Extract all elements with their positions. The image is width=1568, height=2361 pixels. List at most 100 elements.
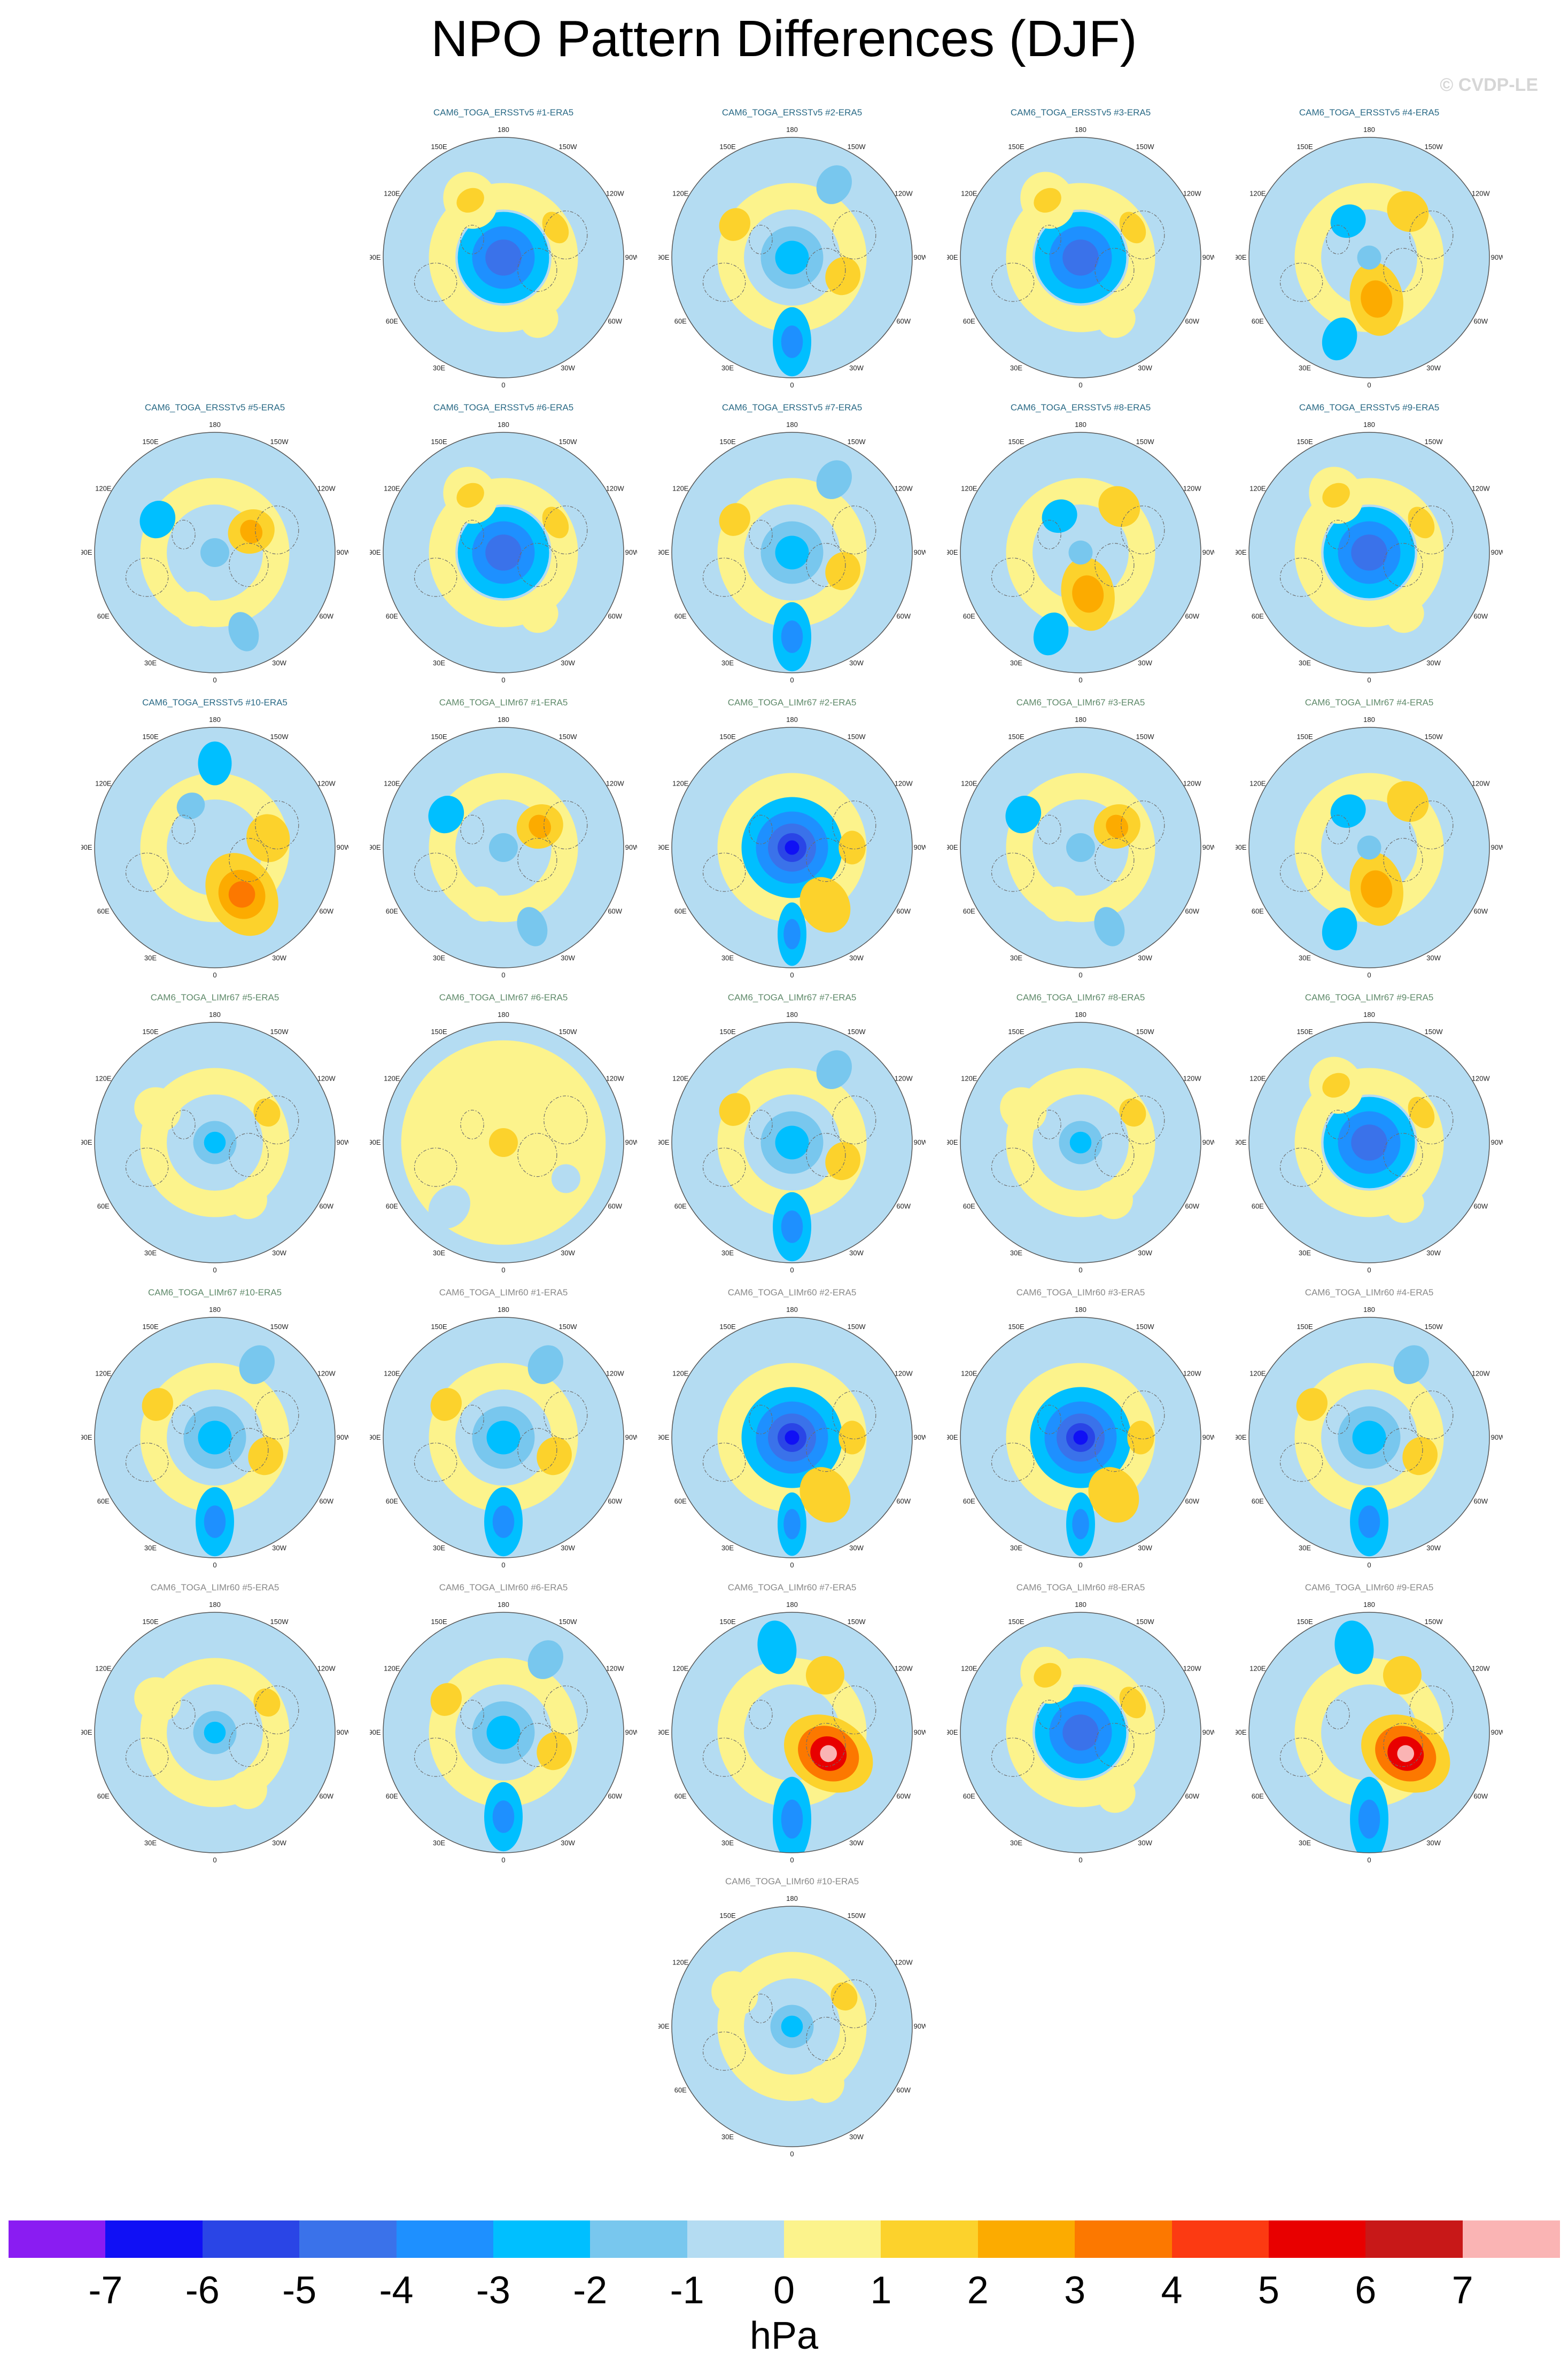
meridian-label: 150E — [142, 733, 159, 741]
meridian-label: 60W — [896, 907, 911, 915]
contour-blob — [1330, 204, 1366, 238]
contour-blob — [200, 538, 229, 567]
colorbar-box — [493, 2220, 591, 2258]
meridian-label: 120W — [1183, 190, 1202, 198]
coastline — [1409, 211, 1454, 260]
coastline — [749, 1993, 773, 2023]
map-border — [383, 432, 624, 673]
contour-blob — [240, 519, 263, 543]
colorbar-box — [784, 2220, 881, 2258]
coastline — [702, 262, 746, 302]
meridian-label: 120W — [1472, 1370, 1491, 1378]
contour-blob — [1005, 795, 1042, 834]
coastline — [229, 838, 269, 882]
map-border — [671, 1612, 913, 1853]
colorbar-box — [202, 2220, 300, 2258]
contour-blob — [198, 1420, 232, 1455]
meridian-label: 60W — [608, 907, 622, 915]
meridian-label: 60E — [97, 1792, 110, 1800]
contour-blob — [1069, 1131, 1092, 1154]
map-panel: CAM6_TOGA_LIMr60 #4-ERA5 180 150E 120E 90E 60… — [1236, 1287, 1503, 1575]
meridian-label: 150W — [1425, 143, 1443, 151]
meridian-label: 60E — [386, 907, 398, 915]
meridian-label: 150E — [719, 1028, 736, 1036]
meridian-label: 150E — [1008, 1323, 1024, 1331]
coastline — [544, 211, 588, 260]
coastline — [517, 1723, 557, 1767]
panel-title: CAM6_TOGA_ERSSTv5 #7-ERA5 — [721, 402, 863, 413]
meridian-label: 30W — [1138, 1249, 1152, 1257]
panel-title: CAM6_TOGA_LIMr60 #9-ERA5 — [1305, 1582, 1434, 1593]
meridian-label: 0 — [501, 381, 505, 389]
polar-map: 180 150E 120E 90E 60E 30E 0 30W 60W 90W 120W 150W — [658, 1306, 926, 1569]
contour-blob — [1088, 1467, 1139, 1523]
meridian-label: 150E — [1297, 438, 1313, 446]
colorbar-tick-label: -3 — [476, 2269, 510, 2312]
meridian-label: 30W — [1426, 954, 1441, 962]
meridian-label: 90E — [81, 1138, 92, 1146]
meridian-label: 120E — [1249, 1665, 1266, 1673]
panel-title: CAM6_TOGA_LIMr67 #5-ERA5 — [150, 992, 280, 1003]
contour-blob — [1358, 1505, 1380, 1538]
meridian-label: 150W — [848, 1912, 866, 1920]
meridian-label: 120E — [1249, 1370, 1266, 1378]
meridian-label: 30W — [1138, 954, 1152, 962]
meridian-label: 150W — [270, 1618, 289, 1626]
coastline — [229, 1428, 269, 1472]
map-border — [960, 1612, 1201, 1853]
meridian-label: 180 — [1363, 1306, 1375, 1314]
polar-map: 180 150E 120E 90E 60E 30E 0 30W 60W 90W 120W 150W — [658, 1601, 926, 1864]
meridian-label: 90W — [914, 1728, 926, 1736]
meridian-label: 90W — [1491, 843, 1503, 851]
map-border — [671, 137, 913, 378]
meridian-label: 60E — [963, 1497, 975, 1505]
contour-blob — [456, 188, 484, 213]
meridian-label: 180 — [1363, 716, 1375, 724]
meridian-label: 90W — [914, 253, 926, 261]
meridian-label: 90W — [625, 1138, 637, 1146]
contour-blob — [1098, 486, 1140, 527]
meridian-label: 60W — [896, 612, 911, 620]
map-border — [383, 727, 624, 968]
meridian-label: 30E — [1010, 1839, 1022, 1847]
contour-blob — [1361, 870, 1393, 908]
meridian-label: 120W — [1472, 1665, 1491, 1673]
meridian-label: 120E — [961, 780, 977, 788]
coastline — [255, 506, 299, 555]
meridian-label: 120E — [672, 1665, 689, 1673]
meridian-label: 150W — [848, 1618, 866, 1626]
meridian-label: 30W — [561, 954, 575, 962]
meridian-label: 90W — [337, 1138, 348, 1146]
contour-blob — [176, 793, 205, 820]
meridian-label: 30E — [1010, 364, 1022, 372]
coastline — [806, 1723, 846, 1767]
meridian-label: 150W — [1425, 1028, 1443, 1036]
panel-title: CAM6_TOGA_ERSSTv5 #5-ERA5 — [144, 402, 285, 413]
meridian-label: 0 — [1078, 1561, 1082, 1569]
meridian-label: 30W — [561, 659, 575, 667]
coastline — [832, 1096, 876, 1145]
meridian-label: 30W — [561, 364, 575, 372]
meridian-label: 90E — [370, 253, 381, 261]
meridian-label: 150W — [1136, 1618, 1155, 1626]
meridian-label: 90W — [1202, 548, 1214, 556]
meridian-label: 180 — [1075, 126, 1086, 134]
meridian-label: 120E — [95, 1370, 112, 1378]
meridian-label: 150W — [1136, 438, 1155, 446]
meridian-label: 120W — [317, 1370, 336, 1378]
contour-blob — [529, 814, 552, 838]
map-panel: CAM6_TOGA_ERSSTv5 #5-ERA5 180 150E 120E 90E 6… — [81, 402, 348, 690]
map-border — [671, 727, 913, 968]
meridian-label: 60W — [1473, 1497, 1488, 1505]
meridian-label: 60W — [896, 1202, 911, 1210]
meridian-label: 30W — [849, 364, 864, 372]
map-border — [960, 727, 1201, 968]
colorbar-tick-label: -2 — [573, 2269, 608, 2312]
meridian-label: 30W — [849, 659, 864, 667]
meridian-label: 30E — [144, 954, 157, 962]
map-panel: CAM6_TOGA_LIMr67 #5-ERA5 180 150E 120E 90E 60… — [81, 992, 348, 1280]
contour-blob — [428, 795, 464, 834]
meridian-label: 60W — [319, 1792, 333, 1800]
contour-blob — [430, 1388, 462, 1421]
meridian-label: 30E — [1010, 1544, 1022, 1552]
